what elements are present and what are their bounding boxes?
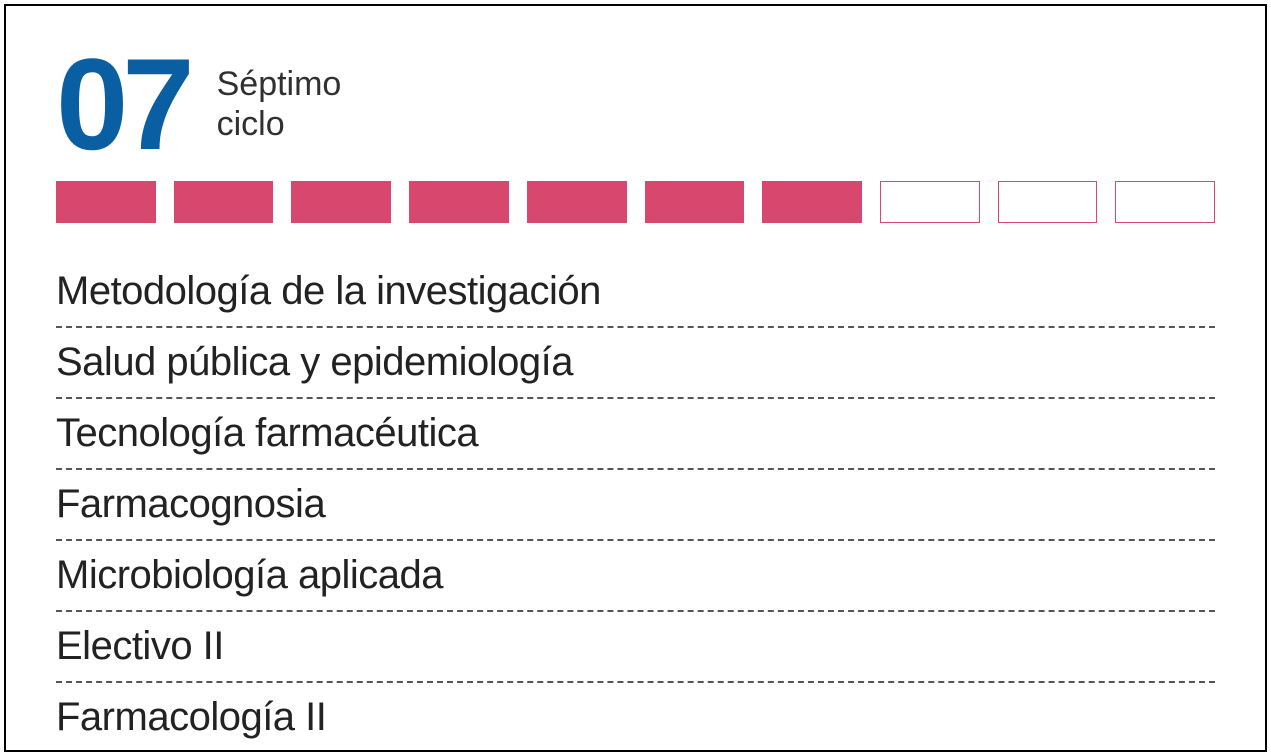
progress-block-empty bbox=[1115, 181, 1215, 223]
card-header: 07 Séptimo ciclo bbox=[56, 46, 1215, 163]
cycle-card: 07 Séptimo ciclo Metodología de la inves… bbox=[4, 4, 1267, 752]
course-item: Metodología de la investigación bbox=[56, 257, 1215, 328]
progress-block-filled bbox=[409, 181, 509, 223]
progress-block-filled bbox=[527, 181, 627, 223]
course-item: Tecnología farmacéutica bbox=[56, 399, 1215, 470]
progress-block-filled bbox=[174, 181, 274, 223]
course-list: Metodología de la investigaciónSalud púb… bbox=[56, 257, 1215, 752]
progress-block-filled bbox=[645, 181, 745, 223]
progress-indicator bbox=[56, 181, 1215, 223]
course-item: Electivo II bbox=[56, 612, 1215, 683]
cycle-label-line2: ciclo bbox=[217, 105, 342, 144]
course-item: Microbiología aplicada bbox=[56, 541, 1215, 612]
cycle-label: Séptimo ciclo bbox=[217, 65, 342, 143]
progress-block-filled bbox=[56, 181, 156, 223]
progress-block-filled bbox=[291, 181, 391, 223]
progress-block-empty bbox=[880, 181, 980, 223]
course-item: Farmacología II bbox=[56, 683, 1215, 752]
cycle-label-line1: Séptimo bbox=[217, 65, 342, 104]
course-item: Salud pública y epidemiología bbox=[56, 328, 1215, 399]
course-item: Farmacognosia bbox=[56, 470, 1215, 541]
progress-block-filled bbox=[762, 181, 862, 223]
progress-block-empty bbox=[998, 181, 1098, 223]
cycle-number: 07 bbox=[56, 46, 189, 163]
